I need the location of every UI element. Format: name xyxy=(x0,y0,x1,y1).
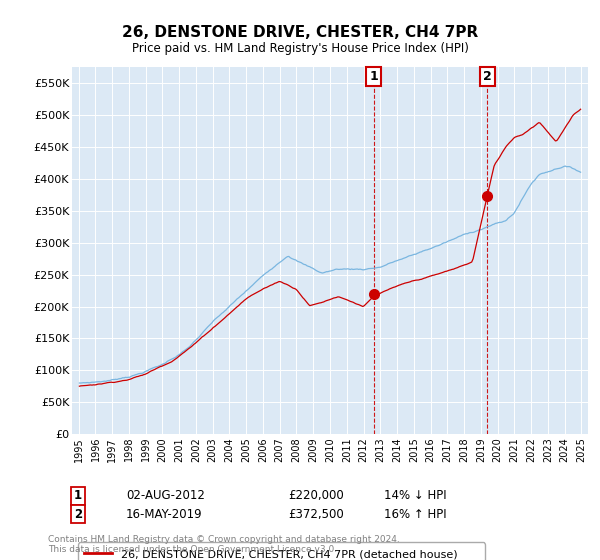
Text: 2: 2 xyxy=(482,70,491,83)
Legend: 26, DENSTONE DRIVE, CHESTER, CH4 7PR (detached house), HPI: Average price, detac: 26, DENSTONE DRIVE, CHESTER, CH4 7PR (de… xyxy=(77,543,485,560)
Text: £220,000: £220,000 xyxy=(288,489,344,502)
Text: 1: 1 xyxy=(370,70,379,83)
Text: 26, DENSTONE DRIVE, CHESTER, CH4 7PR: 26, DENSTONE DRIVE, CHESTER, CH4 7PR xyxy=(122,25,478,40)
Text: £372,500: £372,500 xyxy=(288,507,344,521)
Text: 1: 1 xyxy=(74,489,82,502)
Text: 16% ↑ HPI: 16% ↑ HPI xyxy=(384,507,446,521)
Text: Contains HM Land Registry data © Crown copyright and database right 2024.
This d: Contains HM Land Registry data © Crown c… xyxy=(48,535,400,554)
Text: 16-MAY-2019: 16-MAY-2019 xyxy=(126,507,203,521)
Text: 02-AUG-2012: 02-AUG-2012 xyxy=(126,489,205,502)
Text: 14% ↓ HPI: 14% ↓ HPI xyxy=(384,489,446,502)
Text: Price paid vs. HM Land Registry's House Price Index (HPI): Price paid vs. HM Land Registry's House … xyxy=(131,42,469,55)
Text: 2: 2 xyxy=(74,507,82,521)
